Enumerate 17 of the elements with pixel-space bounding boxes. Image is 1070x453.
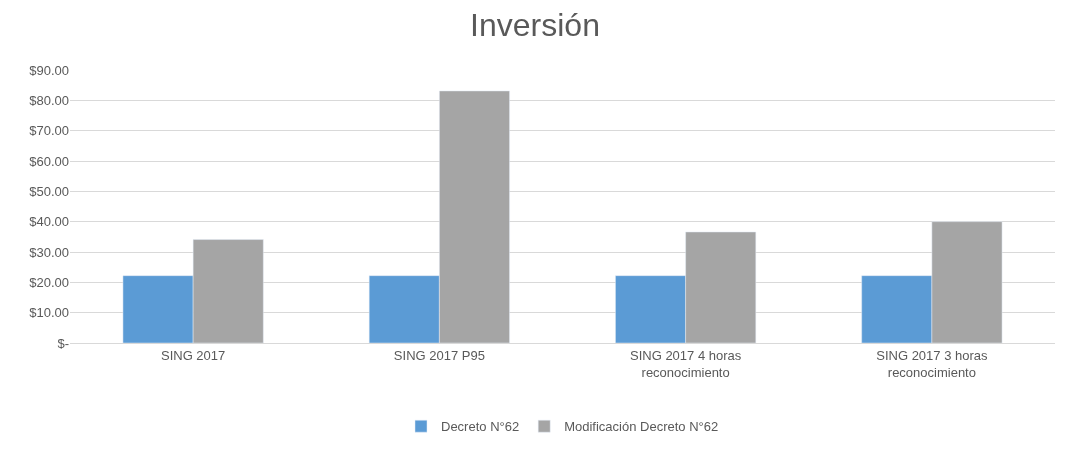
- x-tick-label: SING 2017: [160, 347, 226, 363]
- y-tick-label: $10.00: [29, 305, 69, 321]
- y-tick-label: $90.00: [29, 62, 69, 78]
- x-tick-label: SING 2017 3 horas reconocimiento: [876, 347, 989, 380]
- y-tick-label: $30.00: [29, 244, 69, 260]
- y-tick-label: $60.00: [29, 153, 69, 169]
- legend-label: Modificación Decreto N°62: [564, 419, 719, 435]
- x-tick-label: SING 2017 4 horas reconocimiento: [629, 347, 742, 380]
- y-tick-label: $50.00: [29, 183, 69, 199]
- y-tick-label: $-: [57, 335, 69, 351]
- x-tick-label: SING 2017 P95: [393, 347, 485, 363]
- legend-label: Decreto N°62: [441, 419, 520, 435]
- chart-title: Inversión: [470, 6, 600, 43]
- y-tick-label: $40.00: [29, 214, 69, 230]
- y-tick-label: $70.00: [29, 123, 69, 139]
- y-tick-label: $80.00: [29, 92, 69, 108]
- y-tick-label: $20.00: [29, 274, 69, 290]
